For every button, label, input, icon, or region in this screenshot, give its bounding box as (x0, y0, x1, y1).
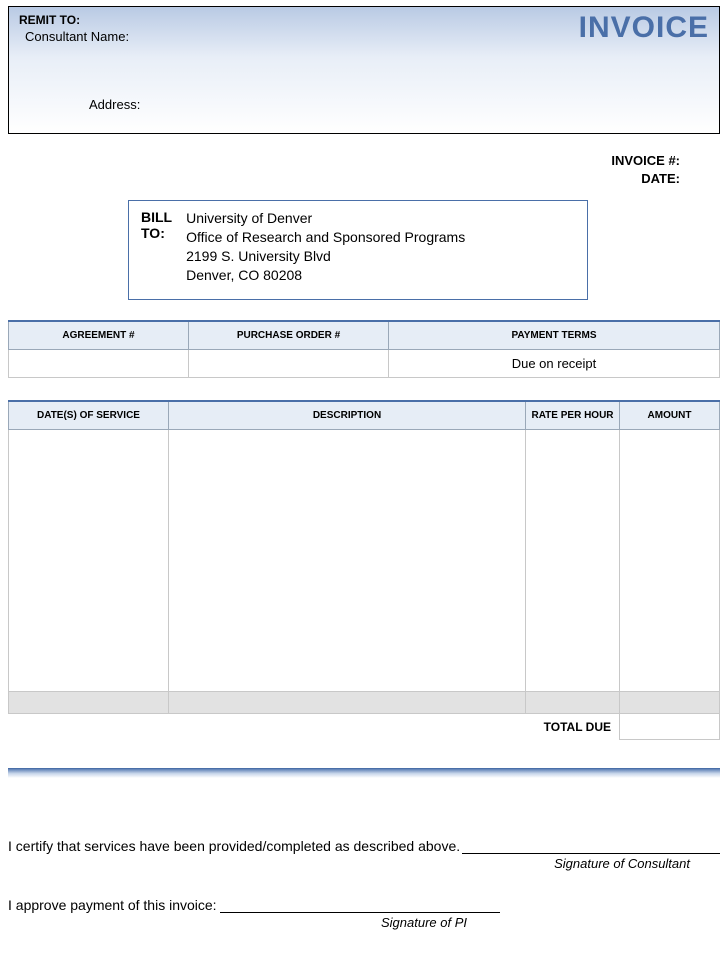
td-agreement (9, 349, 189, 377)
signature-label-pi: Signature of PI (8, 915, 720, 930)
bill-to-box: BILL TO: University of Denver Office of … (128, 200, 588, 300)
invoice-number-label: INVOICE #: (8, 152, 680, 170)
bill-to-label: BILL TO: (141, 209, 172, 285)
total-due-label: TOTAL DUE (9, 713, 620, 740)
th-amount: AMOUNT (620, 401, 720, 430)
bill-to-address: University of Denver Office of Research … (186, 209, 465, 285)
total-due-value (620, 713, 720, 740)
service-table: DATE(S) OF SERVICE DESCRIPTION RATE PER … (8, 400, 720, 741)
agreement-table: AGREEMENT # PURCHASE ORDER # PAYMENT TER… (8, 320, 720, 378)
signature-label-consultant: Signature of Consultant (8, 856, 720, 871)
td-terms: Due on receipt (389, 349, 720, 377)
td-dates (9, 429, 169, 691)
th-dates: DATE(S) OF SERVICE (9, 401, 169, 430)
td-shade-1 (9, 691, 169, 713)
invoice-meta: INVOICE #: DATE: (8, 152, 680, 188)
td-amount (620, 429, 720, 691)
invoice-date-label: DATE: (8, 170, 680, 188)
td-shade-4 (620, 691, 720, 713)
td-desc (169, 429, 526, 691)
address-label: Address: (89, 97, 140, 112)
divider-rule (8, 768, 720, 778)
invoice-title: INVOICE (579, 11, 709, 45)
signature-line-pi (220, 912, 500, 913)
cert-text-1: I certify that services have been provid… (8, 838, 460, 854)
td-shade-3 (526, 691, 620, 713)
remit-box: REMIT TO: Consultant Name: INVOICE Addre… (8, 6, 720, 134)
signature-line-consultant (462, 853, 720, 854)
th-desc: DESCRIPTION (169, 401, 526, 430)
th-agreement: AGREEMENT # (9, 321, 189, 350)
th-rate: RATE PER HOUR (526, 401, 620, 430)
td-shade-2 (169, 691, 526, 713)
certification-1: I certify that services have been provid… (8, 838, 720, 871)
td-po (189, 349, 389, 377)
th-terms: PAYMENT TERMS (389, 321, 720, 350)
bill-to-line2: Office of Research and Sponsored Program… (186, 228, 465, 247)
td-rate (526, 429, 620, 691)
bill-to-line4: Denver, CO 80208 (186, 266, 465, 285)
th-po: PURCHASE ORDER # (189, 321, 389, 350)
cert-text-2: I approve payment of this invoice: (8, 897, 217, 913)
certification-2: I approve payment of this invoice: Signa… (8, 897, 720, 930)
bill-to-line1: University of Denver (186, 209, 465, 228)
bill-to-line3: 2199 S. University Blvd (186, 247, 465, 266)
